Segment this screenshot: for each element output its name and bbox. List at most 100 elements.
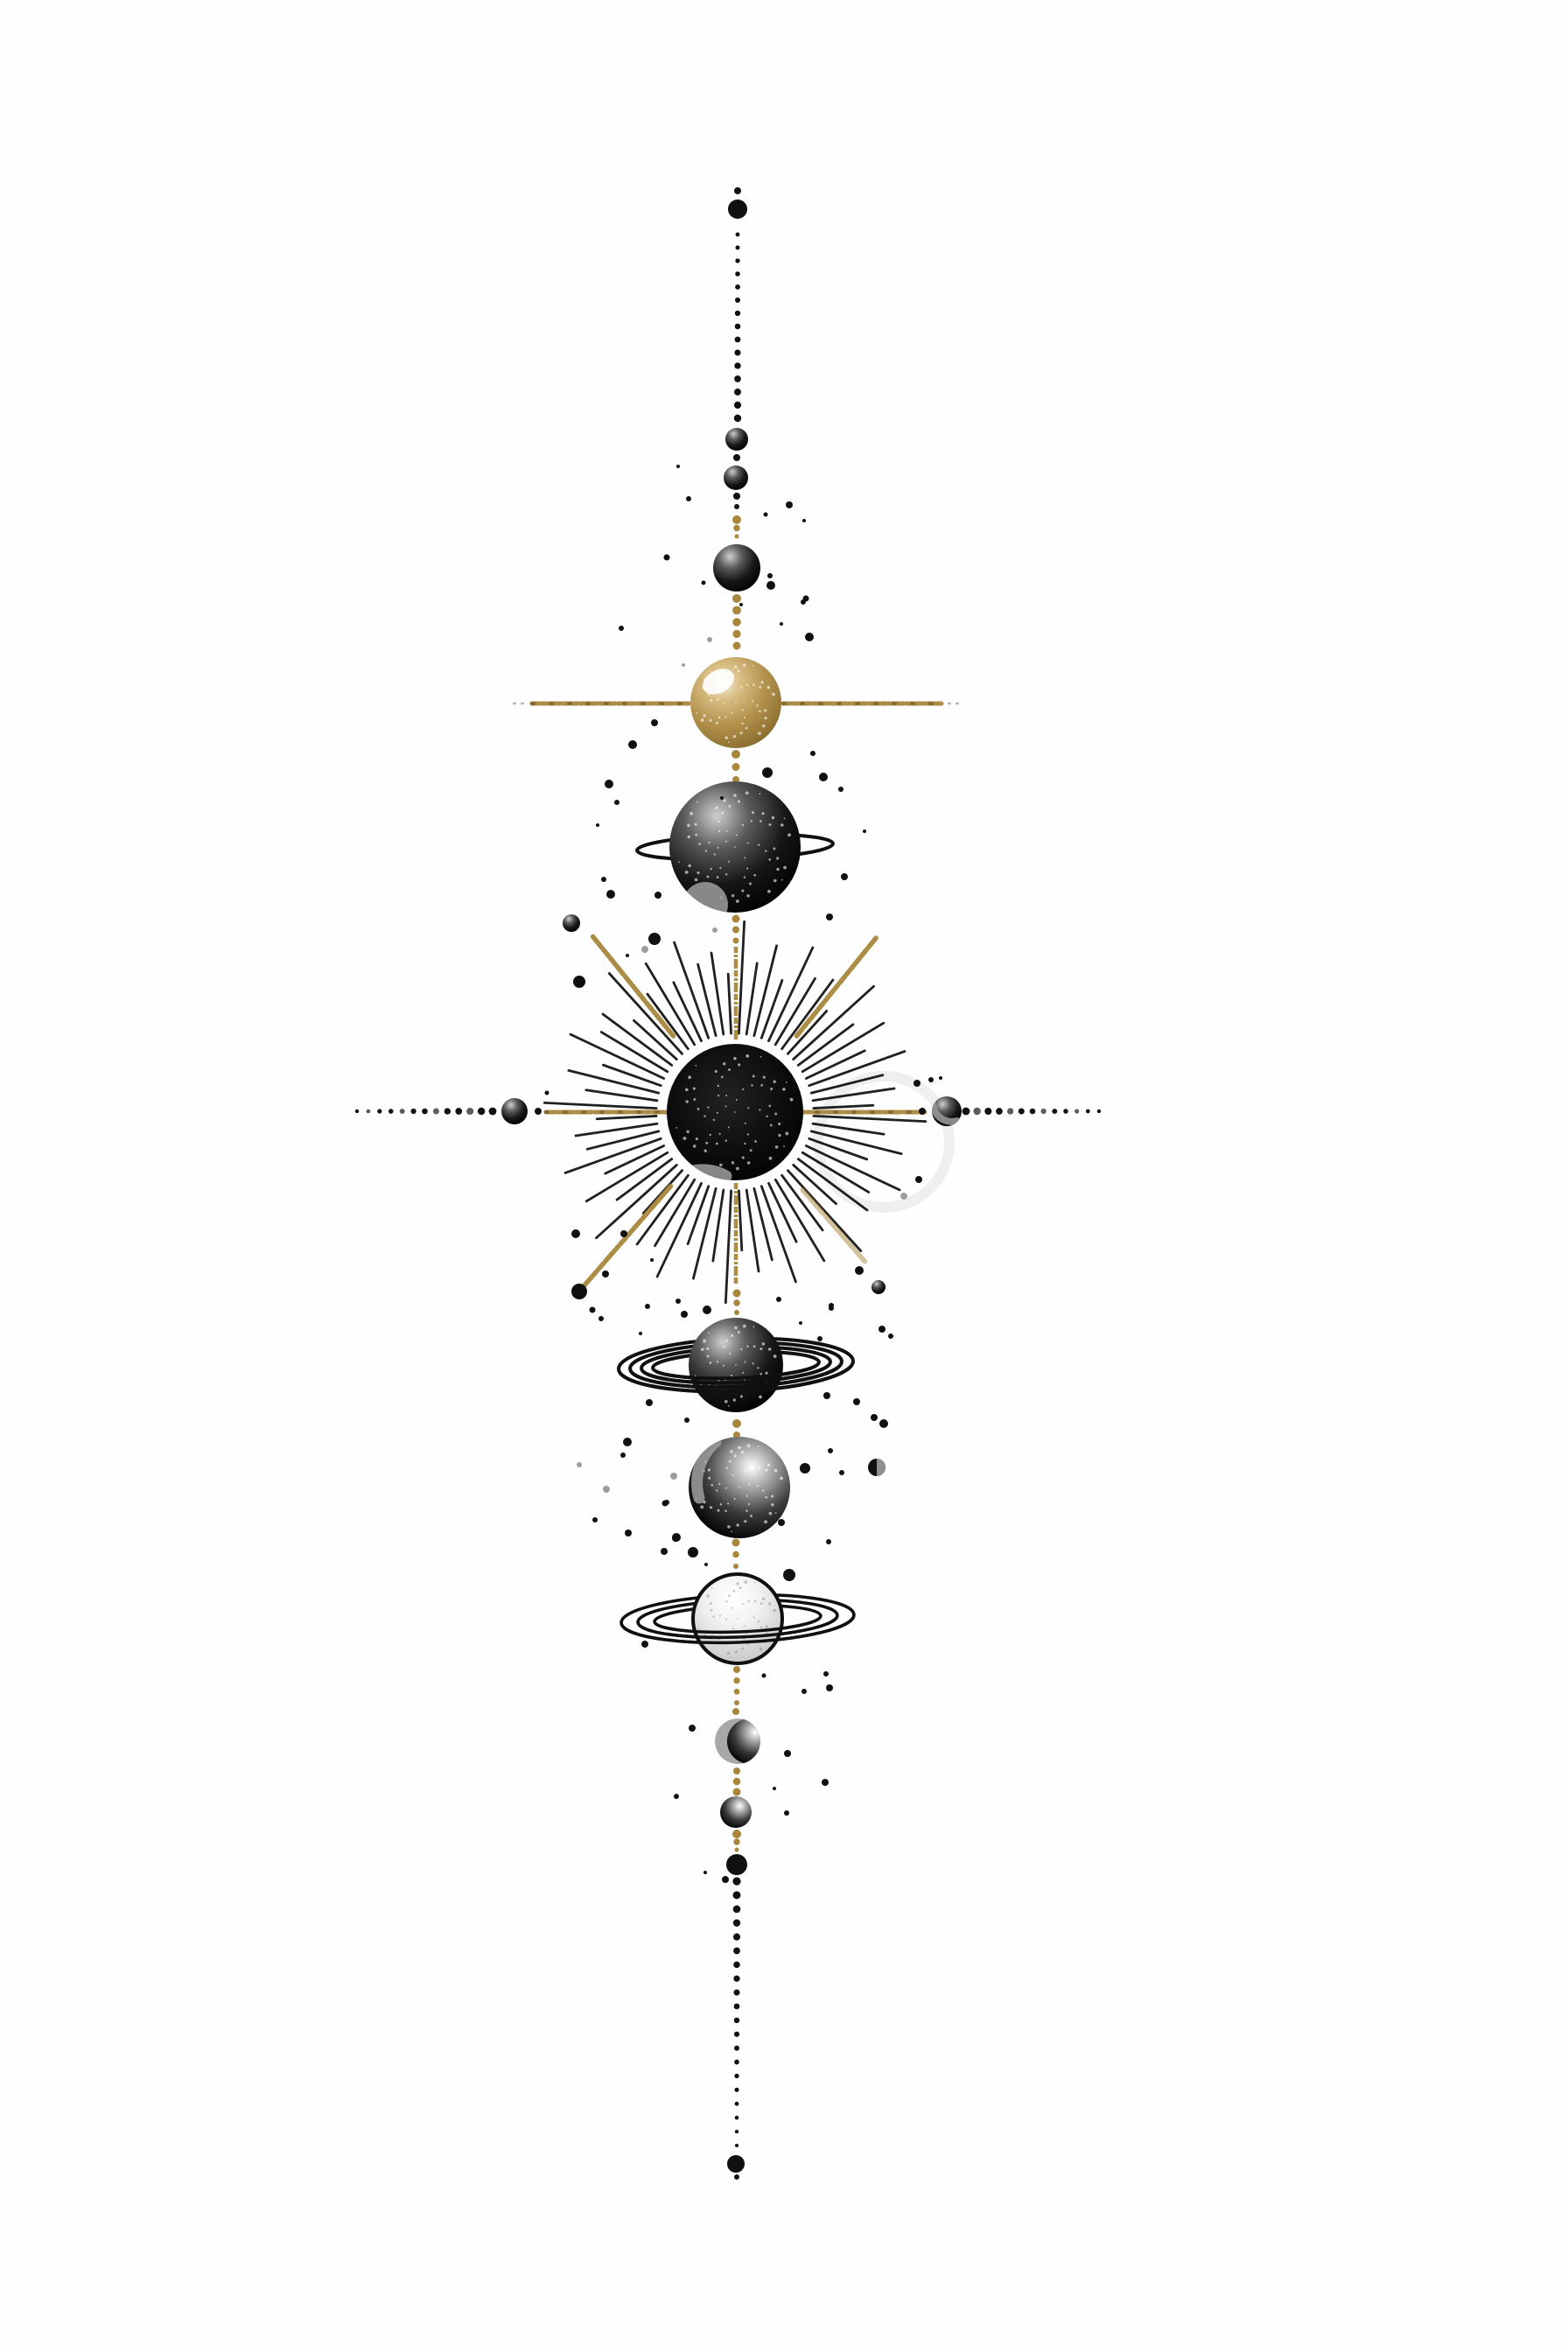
sun-ray bbox=[745, 962, 759, 1036]
texture-speck bbox=[721, 812, 724, 815]
texture-speck bbox=[725, 1095, 728, 1097]
texture-speck bbox=[740, 686, 743, 689]
texture-speck bbox=[760, 1083, 763, 1087]
line-dot bbox=[735, 258, 740, 263]
small-planet bbox=[720, 1796, 752, 1828]
sun-ray bbox=[809, 1074, 885, 1095]
sun-ray bbox=[809, 1130, 903, 1155]
star-speckle bbox=[689, 1725, 696, 1732]
star-speckle bbox=[838, 787, 844, 792]
line-dot bbox=[734, 336, 741, 343]
star-speckle bbox=[670, 1473, 677, 1480]
texture-speck bbox=[716, 722, 718, 724]
texture-speck bbox=[760, 1373, 762, 1376]
texture-speck bbox=[734, 1111, 736, 1113]
sun-ray bbox=[808, 1137, 869, 1161]
planet-body bbox=[726, 1854, 747, 1875]
gray-half bbox=[877, 1459, 886, 1476]
star-speckle bbox=[571, 1229, 580, 1238]
star-speckle bbox=[784, 1810, 789, 1816]
star-speckle bbox=[648, 933, 661, 945]
line-dot bbox=[1018, 1108, 1025, 1115]
sun-ray bbox=[564, 1137, 662, 1174]
line-dot bbox=[732, 641, 741, 650]
line-dot bbox=[733, 1961, 740, 1969]
planet-body bbox=[563, 914, 580, 932]
line-dot bbox=[928, 1077, 934, 1082]
line-dot bbox=[732, 1877, 741, 1886]
line-dot bbox=[477, 1107, 486, 1116]
texture-speck bbox=[744, 1361, 746, 1363]
saturn-light bbox=[691, 1572, 784, 1665]
line-dot bbox=[732, 1777, 741, 1786]
texture-speck bbox=[732, 1398, 736, 1402]
texture-speck bbox=[773, 1608, 777, 1613]
texture-speck bbox=[776, 867, 780, 872]
gold-dots-i bbox=[732, 1768, 741, 1796]
texture-speck bbox=[719, 1503, 723, 1506]
line-dot bbox=[734, 504, 739, 509]
texture-speck bbox=[746, 1133, 749, 1136]
texture-speck bbox=[750, 820, 752, 822]
texture-speck bbox=[785, 1131, 789, 1136]
texture-speck bbox=[717, 846, 719, 849]
sun-ray bbox=[584, 1088, 659, 1102]
sun-ray bbox=[615, 1158, 674, 1201]
star-speckle bbox=[766, 581, 775, 590]
line-dot bbox=[366, 1109, 371, 1114]
star-speckle bbox=[863, 830, 866, 833]
line-dot bbox=[732, 763, 740, 771]
texture-speck bbox=[748, 1483, 751, 1486]
line-dot bbox=[733, 1689, 740, 1695]
texture-speck bbox=[724, 736, 729, 740]
star-speckle bbox=[628, 740, 637, 749]
star-speckle bbox=[839, 1470, 844, 1475]
sun-ray bbox=[738, 1189, 744, 1252]
texture-speck bbox=[728, 860, 731, 863]
sun-ray bbox=[724, 1189, 733, 1305]
sun-ray bbox=[760, 1185, 797, 1284]
texture-speck bbox=[753, 873, 756, 877]
sun-ray bbox=[780, 1173, 824, 1232]
texture-speck bbox=[762, 1075, 766, 1079]
texture-speck bbox=[731, 1375, 733, 1377]
watermark-arc bbox=[932, 1101, 961, 1125]
texture-speck bbox=[773, 1354, 777, 1358]
gold-dots-f bbox=[732, 1419, 741, 1438]
moon-dark-side bbox=[727, 1718, 760, 1764]
texture-speck bbox=[746, 893, 750, 898]
texture-speck bbox=[708, 1332, 710, 1334]
sun-ray bbox=[599, 1031, 669, 1074]
texture-speck bbox=[724, 1139, 728, 1142]
line-dot bbox=[733, 401, 742, 410]
line-dot bbox=[444, 1108, 451, 1115]
line-dot bbox=[488, 1107, 497, 1116]
star-speckle bbox=[602, 1270, 609, 1278]
texture-speck bbox=[725, 1487, 728, 1489]
texture-speck bbox=[735, 900, 739, 903]
texture-speck bbox=[759, 685, 762, 689]
line-dot bbox=[733, 1432, 740, 1438]
line-dot bbox=[734, 1700, 739, 1705]
texture-speck bbox=[738, 1063, 741, 1067]
sun-disc bbox=[667, 1044, 803, 1180]
texture-speck bbox=[785, 1082, 788, 1083]
line-dot bbox=[962, 1107, 970, 1116]
texture-speck bbox=[714, 1069, 718, 1074]
line-dot bbox=[733, 1299, 740, 1306]
line-dot bbox=[455, 1108, 463, 1115]
texture-speck bbox=[760, 820, 762, 822]
texture-speck bbox=[756, 1485, 760, 1488]
mini-planet-2 bbox=[724, 466, 748, 490]
planets-layer bbox=[501, 428, 962, 1875]
line-dot bbox=[732, 750, 740, 759]
sun-ray bbox=[711, 1188, 725, 1263]
texture-speck bbox=[768, 823, 772, 826]
line-dot bbox=[732, 594, 741, 603]
texture-speck bbox=[718, 717, 721, 719]
texture-specks bbox=[695, 1444, 783, 1533]
line-dot bbox=[733, 1947, 740, 1955]
texture-speck bbox=[724, 1105, 727, 1108]
texture-speck bbox=[687, 835, 690, 839]
